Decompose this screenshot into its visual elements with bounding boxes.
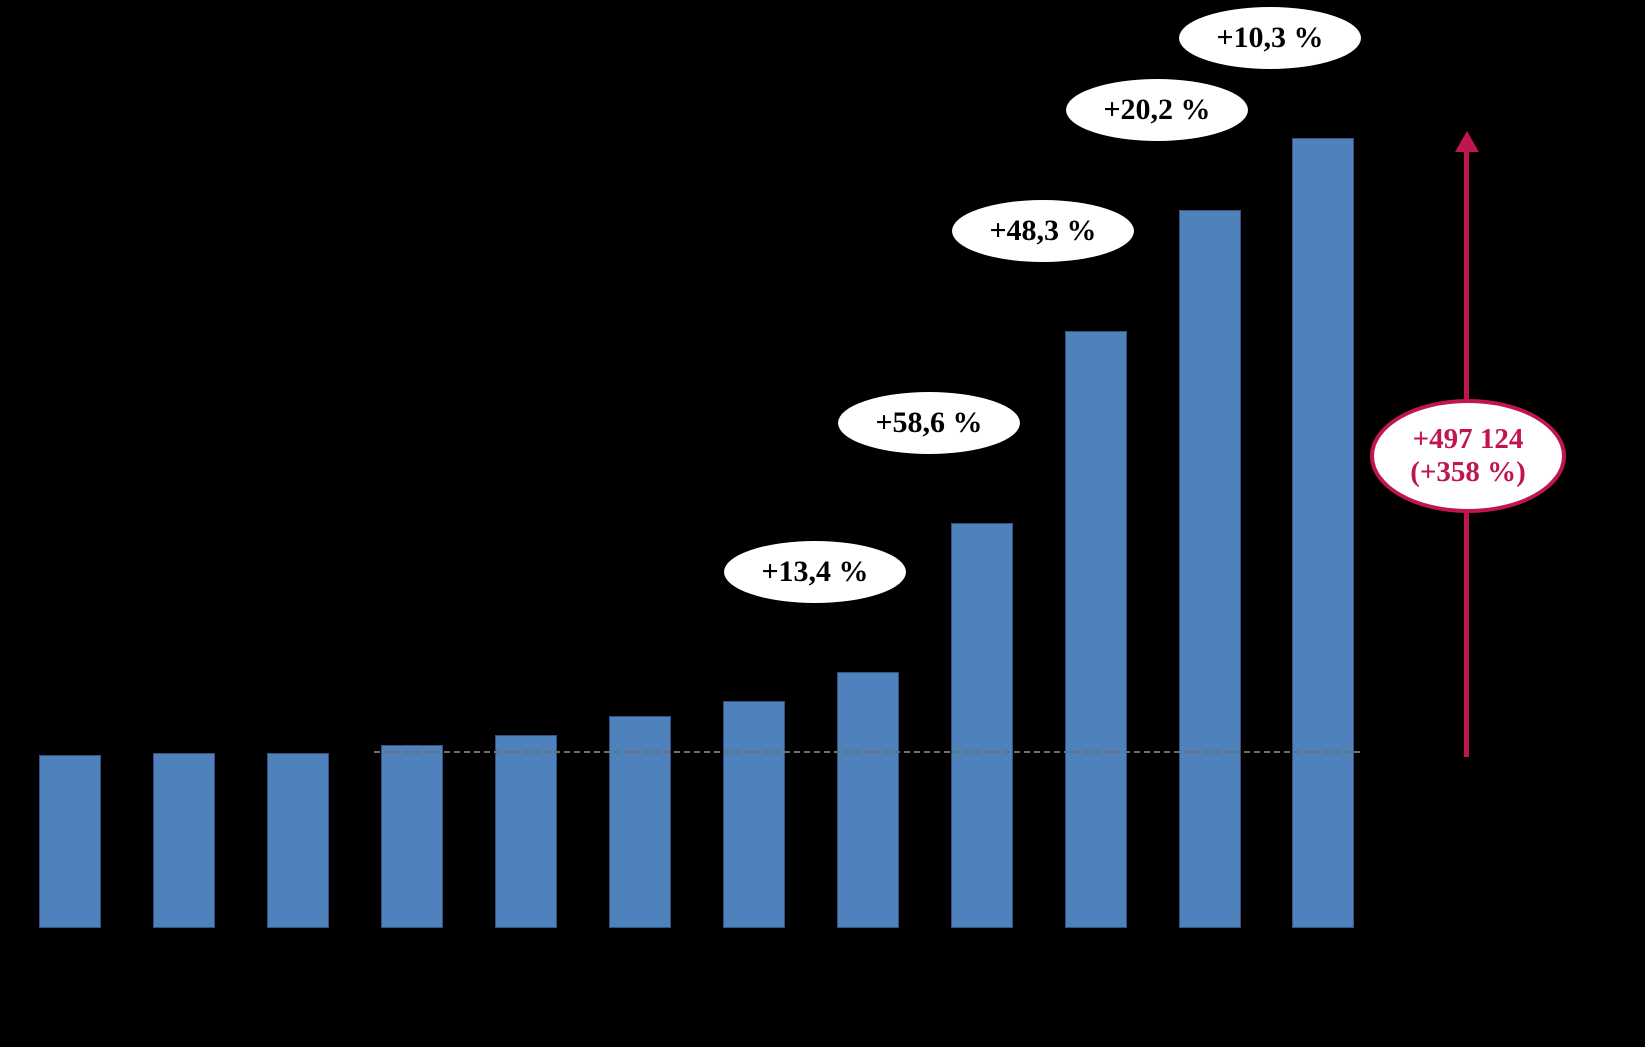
bar-6 — [609, 716, 671, 928]
total-increase-callout: +497 124 (+358 %) — [1370, 399, 1566, 513]
percent-change-callout: +10,3 % — [1177, 5, 1363, 71]
total-increase-percent: (+358 %) — [1410, 456, 1526, 488]
percent-change-callout: +48,3 % — [950, 198, 1136, 264]
bar-12 — [1292, 138, 1354, 928]
bar-5 — [495, 735, 557, 928]
percent-change-callout: +13,4 % — [722, 539, 908, 605]
baseline-reference-dashed-line — [374, 751, 1360, 753]
percent-change-callout: +58,6 % — [836, 390, 1022, 456]
bar-2 — [153, 753, 215, 928]
bar-11 — [1179, 210, 1241, 928]
bar-8 — [837, 672, 899, 928]
percent-change-callout: +20,2 % — [1064, 77, 1250, 143]
bar-9 — [951, 523, 1013, 928]
total-increase-value: +497 124 — [1412, 422, 1524, 455]
arrow-up-icon — [1455, 131, 1479, 152]
bar-7 — [723, 701, 785, 928]
bar-10 — [1065, 331, 1127, 928]
bar-3 — [267, 753, 329, 928]
bar-1 — [39, 755, 101, 928]
bar-4 — [381, 745, 443, 928]
